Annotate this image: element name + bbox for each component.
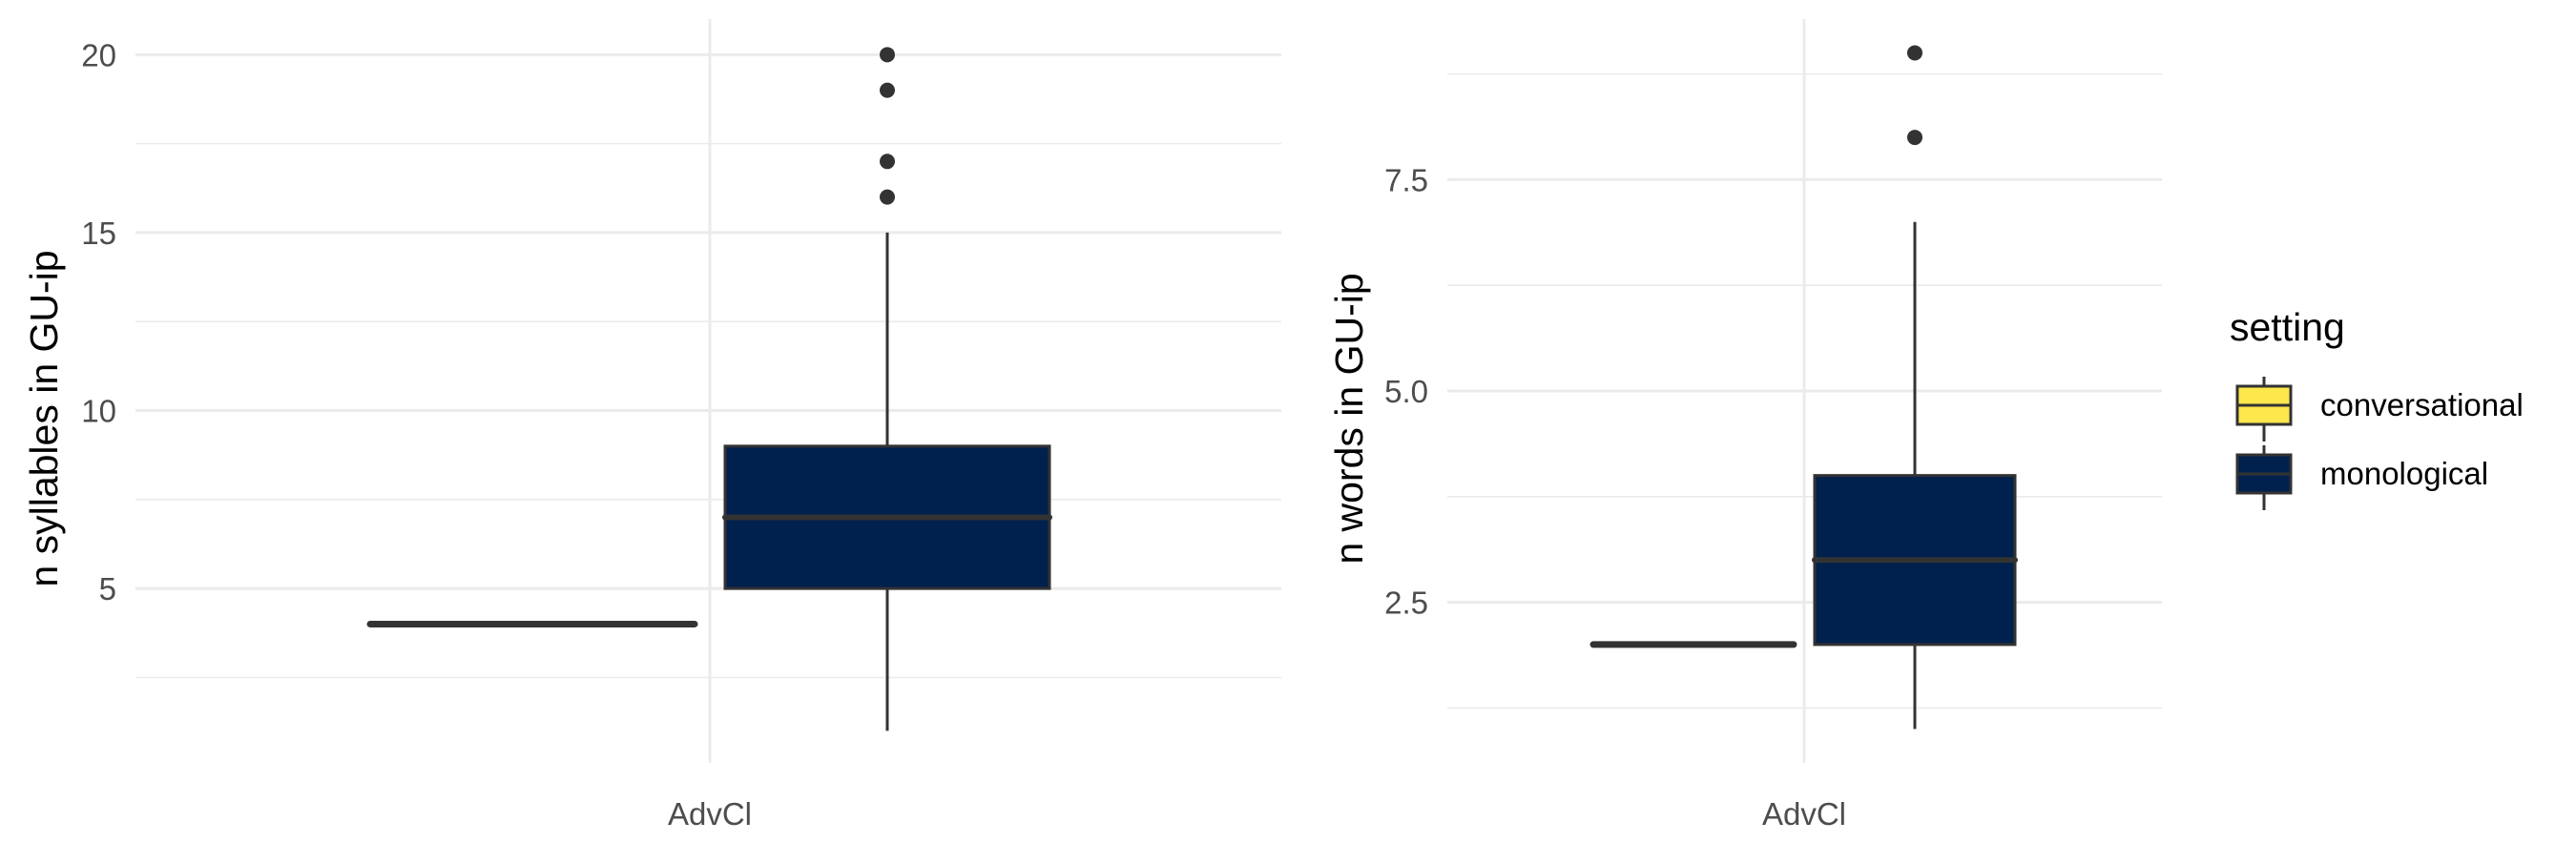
y-axis-title: n words in GU-ip	[1327, 273, 1371, 564]
y-tick-label: 20	[81, 37, 116, 72]
outlier-point	[1907, 45, 1922, 61]
outlier-point	[880, 189, 895, 205]
y-tick-label: 7.5	[1384, 162, 1428, 197]
legend-title: setting	[2230, 305, 2345, 349]
y-tick-label: 2.5	[1384, 586, 1428, 621]
y-tick-label: 5	[99, 571, 116, 606]
outlier-point	[880, 47, 895, 63]
x-tick-label: AdvCl	[1762, 796, 1846, 832]
legend-item-label: monological	[2320, 456, 2488, 491]
y-tick-label: 15	[81, 216, 116, 251]
outlier-point	[1907, 130, 1922, 146]
y-tick-label: 10	[81, 394, 116, 429]
legend-item-label: conversational	[2320, 387, 2524, 422]
outlier-point	[880, 82, 895, 98]
y-tick-label: 5.0	[1384, 374, 1428, 409]
y-axis-title: n syllables in GU-ip	[22, 250, 66, 586]
outlier-point	[880, 154, 895, 170]
x-tick-label: AdvCl	[668, 796, 752, 832]
